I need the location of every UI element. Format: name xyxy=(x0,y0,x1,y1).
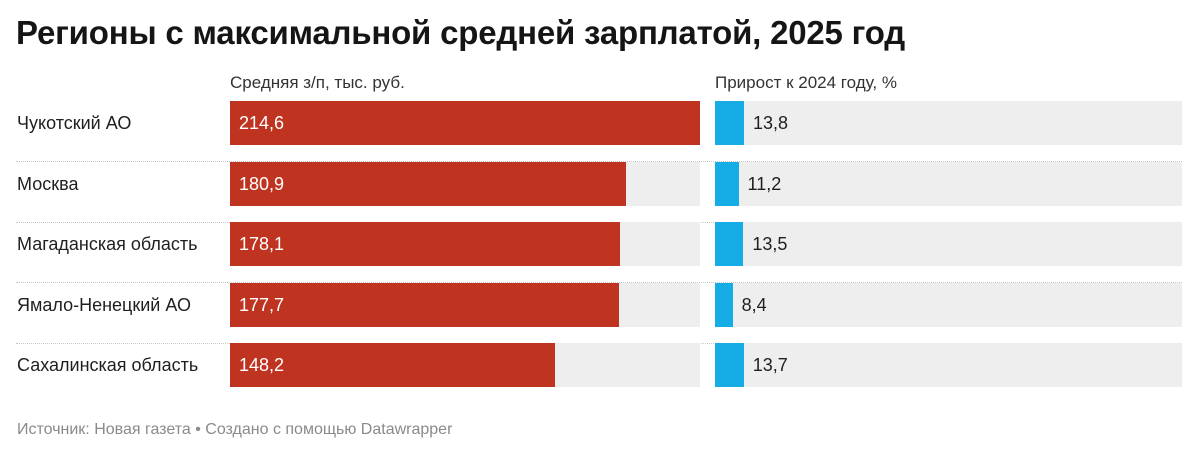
chart-row: Чукотский АО 214,6 13,8 xyxy=(0,101,1200,162)
salary-value-label: 177,7 xyxy=(239,295,285,315)
growth-value-label: 13,8 xyxy=(753,113,789,133)
footer-credit[interactable]: Создано с помощью Datawrapper xyxy=(205,421,453,438)
growth-value-label: 11,2 xyxy=(747,174,782,194)
growth-bar xyxy=(715,283,733,327)
salary-value-label: 148,2 xyxy=(239,355,285,375)
salary-track: 178,1 xyxy=(230,222,700,266)
column-header-growth: Прирост к 2024 году, % xyxy=(715,73,897,92)
salary-track: 148,2 xyxy=(230,343,700,387)
region-label: Сахалинская область xyxy=(17,355,199,375)
row-divider xyxy=(16,282,1182,283)
growth-track: 11,2 xyxy=(715,162,1182,206)
chart-row: Сахалинская область 148,2 13,7 xyxy=(0,343,1200,404)
growth-track: 8,4 xyxy=(715,283,1182,327)
salary-bar xyxy=(230,101,700,145)
salary-track: 180,9 xyxy=(230,162,700,206)
row-divider xyxy=(16,161,1182,162)
chart-row: Магаданская область 178,1 13,5 xyxy=(0,222,1200,283)
growth-value-label: 13,7 xyxy=(752,355,788,375)
region-label: Ямало-Ненецкий АО xyxy=(17,295,191,315)
salary-bar xyxy=(230,343,555,387)
growth-value-label: 13,5 xyxy=(752,234,788,254)
growth-track: 13,7 xyxy=(715,343,1182,387)
salary-track: 214,6 xyxy=(230,101,700,145)
salary-bar xyxy=(230,283,620,327)
growth-bar xyxy=(715,222,744,266)
growth-track: 13,8 xyxy=(715,101,1182,145)
region-label: Чукотский АО xyxy=(17,113,132,133)
footer-separator: • xyxy=(195,421,201,438)
growth-value-label: 8,4 xyxy=(741,295,767,315)
salary-bar xyxy=(230,222,621,266)
salary-bar xyxy=(230,162,627,206)
chart-row: Ямало-Ненецкий АО 177,7 8,4 xyxy=(0,283,1200,344)
salary-value-label: 180,9 xyxy=(239,174,285,194)
growth-bar xyxy=(715,162,739,206)
region-label: Москва xyxy=(17,174,79,194)
footer-source: Источник: Новая газета xyxy=(17,421,191,438)
salary-value-label: 178,1 xyxy=(239,234,285,254)
growth-track: 13,5 xyxy=(715,222,1182,266)
chart-row: Москва 180,9 11,2 xyxy=(0,162,1200,223)
column-header-salary: Средняя з/п, тыс. руб. xyxy=(230,73,405,92)
footer: Источник: Новая газета • Создано с помощ… xyxy=(17,421,452,439)
region-label: Магаданская область xyxy=(17,234,198,254)
salary-value-label: 214,6 xyxy=(239,113,285,133)
growth-bar xyxy=(715,101,744,145)
growth-bar xyxy=(715,343,744,387)
chart-title: Регионы с максимальной средней зарплатой… xyxy=(16,14,906,51)
salary-track: 177,7 xyxy=(230,283,700,327)
